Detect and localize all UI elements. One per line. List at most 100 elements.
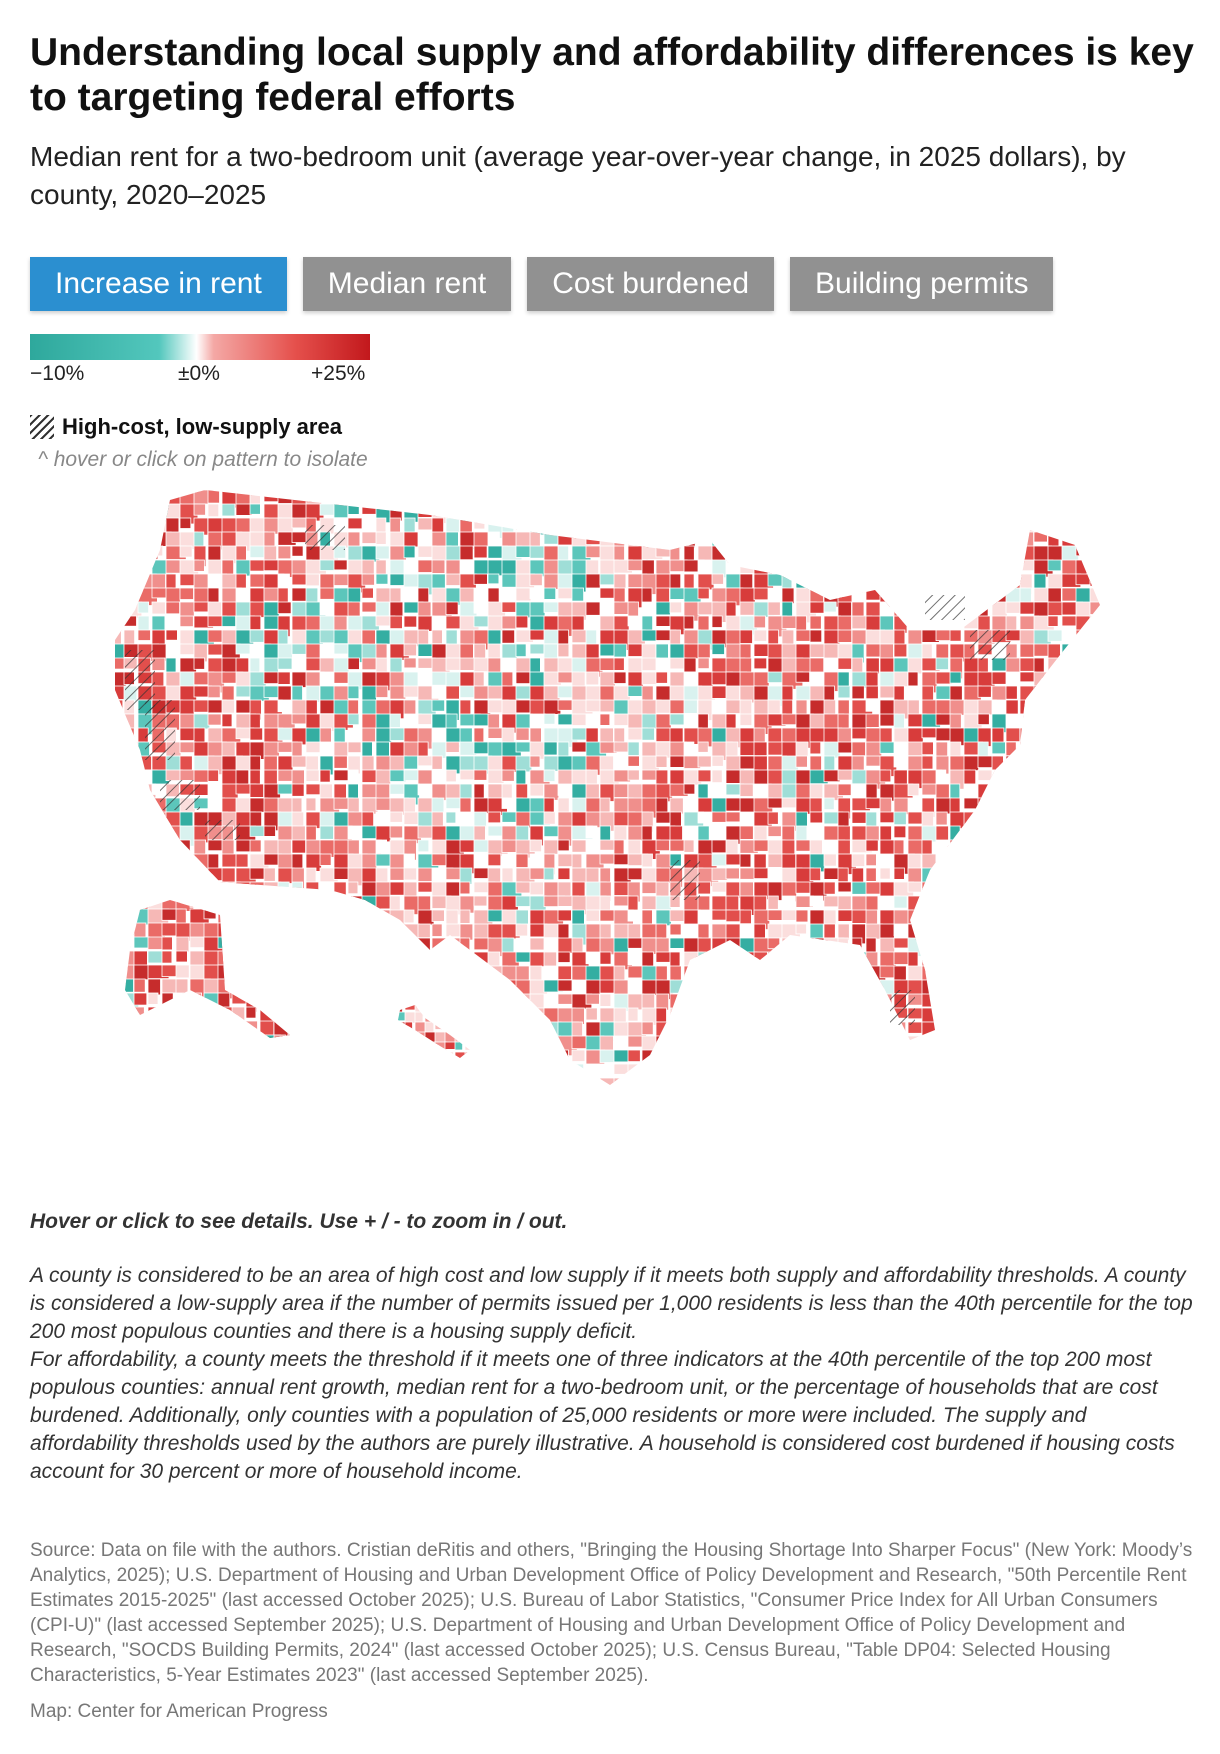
county-cell[interactable] (120, 1006, 140, 1020)
county-cell[interactable] (711, 1077, 733, 1097)
county-cell[interactable] (389, 1049, 409, 1063)
county-cell[interactable] (1033, 979, 1046, 997)
county-cell[interactable] (753, 993, 769, 1006)
county-cell[interactable] (249, 503, 261, 515)
county-cell[interactable] (949, 1021, 966, 1040)
county-cell[interactable] (949, 1035, 971, 1054)
county-cell[interactable] (655, 797, 669, 815)
county-cell[interactable] (1075, 811, 1092, 826)
county-cell[interactable] (655, 755, 668, 768)
county-cell[interactable] (991, 1035, 1006, 1052)
county-cell[interactable] (557, 1063, 575, 1084)
county-cell[interactable] (1075, 643, 1094, 662)
county-cell[interactable] (655, 490, 671, 509)
county-cell[interactable] (697, 965, 718, 983)
county-cell[interactable] (165, 881, 179, 899)
county-cell[interactable] (389, 951, 406, 969)
county-cell[interactable] (1047, 811, 1069, 833)
county-cell[interactable] (543, 503, 559, 520)
county-cell[interactable] (207, 657, 224, 674)
county-cell[interactable] (1089, 769, 1108, 789)
county-cell[interactable] (907, 517, 925, 531)
county-cell[interactable] (1005, 1049, 1022, 1069)
county-cell[interactable] (627, 1077, 640, 1099)
county-cell[interactable] (781, 965, 797, 979)
county-cell[interactable] (305, 881, 320, 900)
county-cell[interactable] (1089, 909, 1110, 927)
county-cell[interactable] (165, 1035, 182, 1051)
county-cell[interactable] (977, 965, 997, 981)
county-cell[interactable] (221, 559, 235, 576)
county-cell[interactable] (389, 685, 407, 700)
county-cell[interactable] (991, 951, 1007, 969)
county-cell[interactable] (1075, 503, 1092, 526)
county-cell[interactable] (361, 629, 376, 647)
county-cell[interactable] (837, 587, 853, 604)
county-cell[interactable] (697, 643, 711, 659)
county-cell[interactable] (473, 503, 487, 524)
county-cell[interactable] (991, 517, 1004, 534)
county-cell[interactable] (445, 685, 460, 700)
county-cell[interactable] (963, 867, 982, 886)
county-cell[interactable] (977, 713, 990, 726)
county-cell[interactable] (361, 909, 377, 924)
county-cell[interactable] (571, 839, 587, 853)
county-cell[interactable] (333, 909, 351, 930)
county-cell[interactable] (123, 490, 141, 504)
county-cell[interactable] (627, 517, 639, 535)
county-cell[interactable] (375, 825, 392, 843)
county-cell[interactable] (781, 713, 798, 726)
county-cell[interactable] (319, 965, 333, 987)
county-cell[interactable] (641, 825, 653, 841)
county-cell[interactable] (557, 839, 570, 852)
county-cell[interactable] (893, 517, 905, 532)
county-cell[interactable] (655, 951, 672, 963)
county-cell[interactable] (1075, 853, 1092, 866)
county-cell[interactable] (263, 895, 281, 911)
county-cell[interactable] (1047, 727, 1059, 743)
us-county-map[interactable] (30, 490, 1190, 1180)
county-cell[interactable] (865, 1049, 883, 1070)
county-cell[interactable] (179, 587, 194, 600)
county-cell[interactable] (893, 1077, 908, 1094)
county-cell[interactable] (865, 531, 879, 545)
county-cell[interactable] (1104, 518, 1122, 532)
county-cell[interactable] (781, 503, 793, 523)
county-cell[interactable] (1104, 770, 1119, 786)
county-cell[interactable] (921, 923, 937, 938)
county-cell[interactable] (851, 1021, 870, 1037)
county-cell[interactable] (1104, 980, 1120, 990)
county-cell[interactable] (921, 1021, 943, 1043)
county-cell[interactable] (263, 1035, 281, 1052)
county-cell[interactable] (110, 755, 129, 776)
county-cell[interactable] (1075, 951, 1088, 969)
county-cell[interactable] (417, 979, 431, 1001)
county-cell[interactable] (277, 1049, 291, 1061)
county-cell[interactable] (305, 1049, 319, 1069)
county-cell[interactable] (1061, 713, 1083, 734)
county-cell[interactable] (333, 503, 349, 519)
county-cell[interactable] (193, 1035, 215, 1051)
county-cell[interactable] (907, 559, 923, 580)
county-cell[interactable] (641, 853, 653, 868)
county-cell[interactable] (291, 965, 311, 986)
county-cell[interactable] (949, 937, 967, 960)
county-cell[interactable] (865, 685, 879, 700)
county-cell[interactable] (767, 867, 783, 885)
county-cell[interactable] (571, 685, 589, 703)
county-cell[interactable] (193, 1049, 211, 1069)
county-cell[interactable] (1061, 643, 1073, 663)
county-cell[interactable] (543, 1035, 562, 1057)
county-cell[interactable] (655, 615, 672, 627)
county-cell[interactable] (991, 1077, 1003, 1091)
county-cell[interactable] (725, 867, 740, 880)
county-cell[interactable] (599, 490, 622, 508)
county-cell[interactable] (935, 727, 952, 742)
county-cell[interactable] (767, 601, 781, 616)
county-cell[interactable] (473, 531, 489, 548)
county-cell[interactable] (543, 741, 558, 756)
county-cell[interactable] (375, 601, 390, 617)
county-cell[interactable] (1019, 1049, 1038, 1062)
county-cell[interactable] (1104, 938, 1115, 950)
county-cell[interactable] (161, 922, 179, 937)
